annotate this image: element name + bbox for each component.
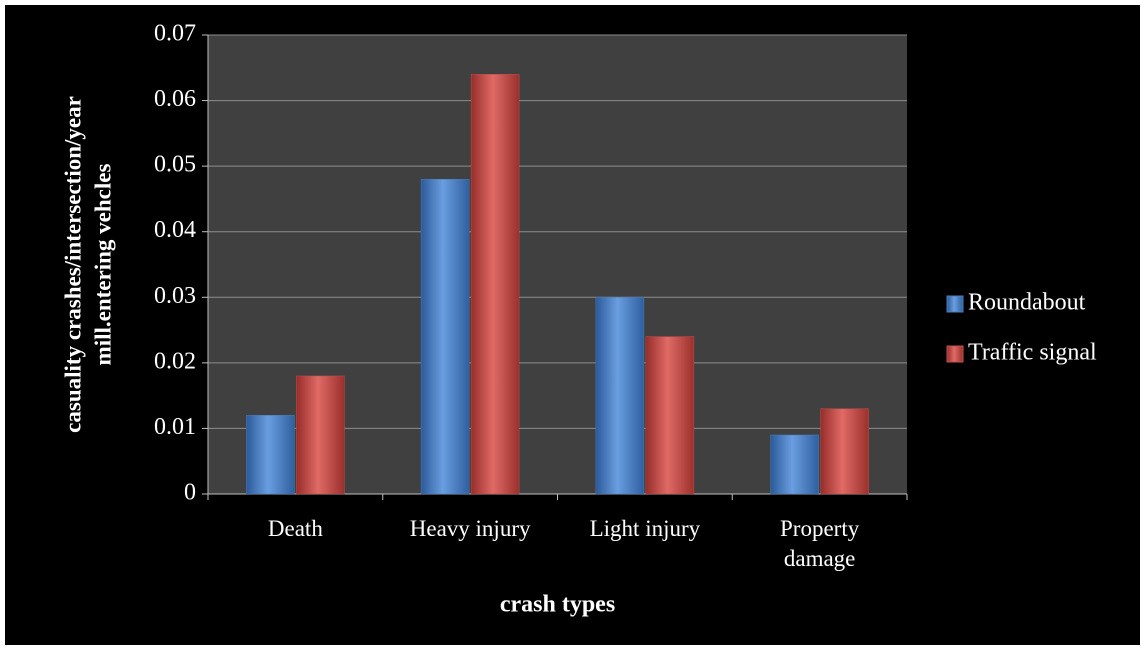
legend-swatch — [946, 295, 964, 313]
y-axis-label: mill.entering vehcles — [90, 164, 115, 366]
y-tick-label: 0.06 — [154, 86, 196, 112]
y-tick-label: 0 — [184, 480, 196, 506]
y-axis-label: casuality crashes/intersection/year — [60, 96, 85, 433]
bar — [595, 297, 645, 495]
bar — [296, 375, 345, 495]
y-tick-label: 0.02 — [154, 348, 196, 374]
x-tick-label: Property damage — [780, 516, 860, 571]
bar — [770, 434, 819, 495]
legend-swatch — [946, 345, 964, 363]
x-tick-label: Heavy injury — [409, 516, 531, 541]
y-tick-label: 0.03 — [154, 283, 196, 309]
x-axis-label: crash types — [500, 592, 615, 618]
x-tick-label: Death — [267, 516, 323, 541]
x-tick-label: Light injury — [589, 516, 701, 541]
bar — [470, 74, 520, 495]
legend-label: Roundabout — [968, 290, 1086, 316]
y-tick-label: 0.04 — [154, 217, 196, 243]
bar — [420, 179, 470, 495]
bar — [820, 408, 869, 495]
bar — [645, 336, 695, 495]
y-tick-label: 0.01 — [154, 414, 196, 440]
y-tick-label: 0.07 — [154, 21, 196, 47]
legend-label: Traffic signal — [968, 340, 1097, 366]
bar — [246, 415, 295, 495]
y-tick-label: 0.05 — [154, 152, 196, 178]
